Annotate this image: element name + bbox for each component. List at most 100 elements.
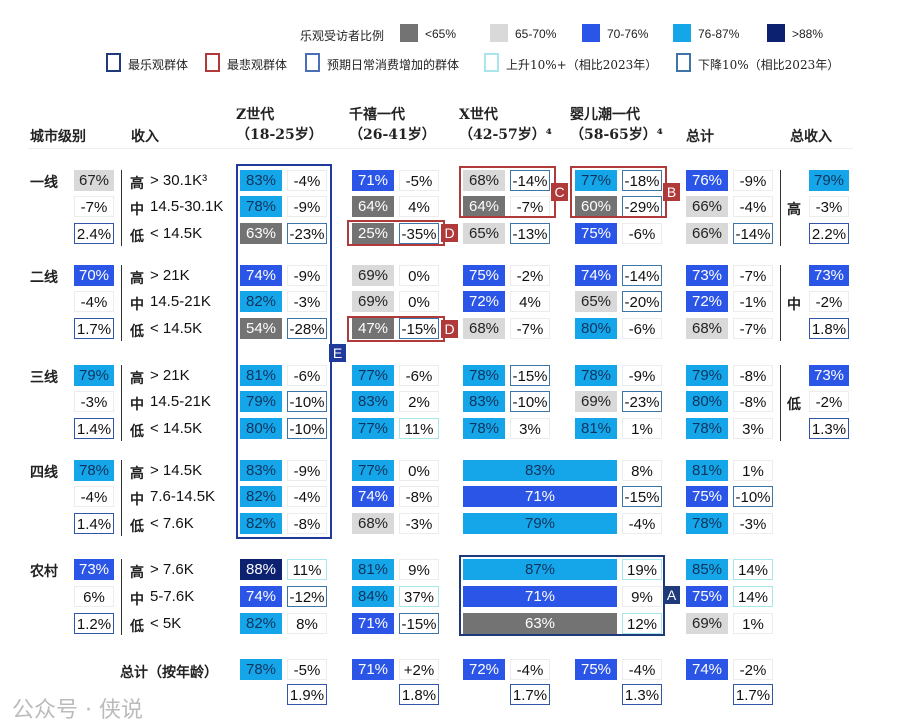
total-income-change-cell: -2%	[809, 291, 849, 312]
by-age-spend-cell: 1.9%	[287, 684, 327, 705]
optimism-cell: 83%	[240, 170, 282, 191]
optimism-cell: 78%	[686, 513, 728, 534]
legend-range-label: 76-87%	[698, 27, 740, 41]
change-cell: -3%	[399, 513, 439, 534]
change-cell: -8%	[733, 391, 773, 412]
optimism-cell: 72%	[686, 291, 728, 312]
legend-swatch	[673, 24, 691, 42]
optimism-cell: 60%	[575, 196, 617, 217]
optimism-cell: 77%	[352, 365, 394, 386]
change-cell: -6%	[622, 223, 662, 244]
income-level-label: 高	[130, 271, 144, 287]
city-optimism-cell: 78%	[74, 460, 114, 481]
optimism-cell: 82%	[240, 291, 282, 312]
change-cell: 0%	[399, 291, 439, 312]
change-cell: 2%	[399, 391, 439, 412]
change-cell: -12%	[287, 586, 327, 607]
city-divider	[121, 460, 122, 536]
annotation-D: D	[441, 320, 458, 338]
optimism-cell: 69%	[352, 265, 394, 286]
total-income-optimism-cell: 73%	[809, 265, 849, 286]
header-mill-age: （26-41岁）	[349, 127, 436, 143]
city-spend-cell: 2.4%	[74, 223, 114, 244]
change-cell: -9%	[733, 170, 773, 191]
change-cell: -4%	[287, 486, 327, 507]
optimism-cell: 80%	[240, 418, 282, 439]
legend-range-label: 65-70%	[515, 27, 557, 41]
total-income-optimism-cell: 79%	[809, 170, 849, 191]
legend-box-swatch	[106, 53, 121, 72]
by-age-spend-cell: 1.3%	[622, 684, 662, 705]
optimism-cell: 82%	[240, 486, 282, 507]
optimism-cell: 80%	[575, 318, 617, 339]
change-cell: -15%	[399, 318, 439, 339]
header-boom-age: （58-65岁）⁴	[570, 127, 663, 143]
optimism-cell: 79%	[686, 365, 728, 386]
change-cell: -8%	[399, 486, 439, 507]
legend-range-label: <65%	[425, 27, 457, 41]
income-level-label: 高	[130, 176, 144, 192]
income-range-label: > 7.6K	[150, 561, 194, 578]
optimism-cell: 74%	[352, 486, 394, 507]
header-genx-age: （42-57岁）⁴	[459, 127, 552, 143]
change-cell: 37%	[399, 586, 439, 607]
header-genx: X世代 （42-57岁）⁴	[459, 104, 552, 144]
optimism-cell: 83%	[463, 460, 617, 481]
legend-box-swatch	[205, 53, 220, 72]
income-range-label: < 7.6K	[150, 515, 194, 532]
change-cell: 11%	[287, 559, 327, 580]
change-cell: -14%	[733, 223, 773, 244]
legend-box-label: 预期日常消费增加的群体	[327, 58, 460, 72]
city-change-cell: -4%	[74, 291, 114, 312]
header-total-income: 总收入	[790, 129, 832, 145]
optimism-cell: 68%	[352, 513, 394, 534]
optimism-cell: 65%	[463, 223, 505, 244]
change-cell: 8%	[287, 613, 327, 634]
city-divider	[121, 265, 122, 341]
change-cell: -13%	[510, 223, 550, 244]
change-cell: 12%	[622, 613, 662, 634]
total-income-level: 低	[787, 397, 801, 413]
optimism-cell: 85%	[686, 559, 728, 580]
optimism-cell: 72%	[463, 291, 505, 312]
header-genz-name: Z世代	[236, 107, 275, 123]
change-cell: -7%	[510, 318, 550, 339]
total-income-divider	[780, 170, 781, 246]
optimism-cell: 68%	[463, 318, 505, 339]
by-age-spend-cell: 1.8%	[399, 684, 439, 705]
optimism-cell: 71%	[463, 586, 617, 607]
change-cell: 8%	[622, 460, 662, 481]
change-cell: 4%	[510, 291, 550, 312]
income-level-label: 高	[130, 466, 144, 482]
total-income-level: 高	[787, 202, 801, 218]
change-cell: 3%	[733, 418, 773, 439]
annotation-A: A	[663, 586, 680, 604]
optimism-cell: 47%	[352, 318, 394, 339]
pessimistic-box-B	[570, 166, 667, 218]
optimism-cell: 81%	[686, 460, 728, 481]
optimism-cell: 80%	[686, 391, 728, 412]
legend-swatch	[582, 24, 600, 42]
optimism-cell: 83%	[352, 391, 394, 412]
city-optimism-cell: 79%	[74, 365, 114, 386]
optimism-cell: 25%	[352, 223, 394, 244]
optimism-cell: 77%	[575, 170, 617, 191]
income-level-label: 中	[130, 297, 144, 313]
change-cell: 4%	[399, 196, 439, 217]
legend-range-label: >88%	[792, 27, 824, 41]
total-income-change-cell: -2%	[809, 391, 849, 412]
change-cell: -14%	[510, 170, 550, 191]
optimism-cell: 87%	[463, 559, 617, 580]
optimism-cell: 74%	[240, 586, 282, 607]
income-level-label: 低	[130, 619, 144, 635]
income-level-label: 中	[130, 592, 144, 608]
annotation-D: D	[441, 224, 458, 242]
optimism-cell: 79%	[463, 513, 617, 534]
optimism-cell: 78%	[463, 418, 505, 439]
change-cell: -9%	[622, 365, 662, 386]
change-cell: 0%	[399, 460, 439, 481]
change-cell: -9%	[287, 196, 327, 217]
total-income-spend-cell: 2.2%	[809, 223, 849, 244]
change-cell: -4%	[733, 196, 773, 217]
